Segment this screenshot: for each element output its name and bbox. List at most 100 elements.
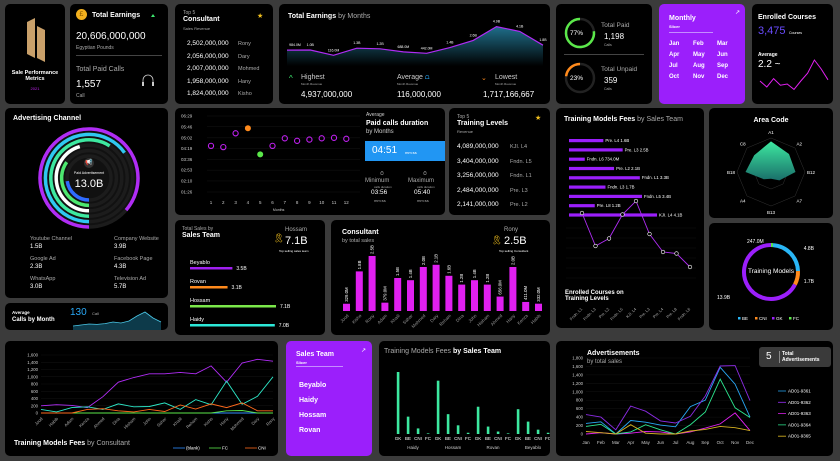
y-tick-label: 0 [581, 432, 584, 437]
bar-category-label: Hossam [190, 298, 211, 304]
unpaid-unit: Calls [604, 87, 612, 91]
month-option-jul[interactable]: Jul [669, 63, 678, 69]
earnings-data-label: 984.0M [289, 43, 301, 47]
list-name: Kisho [238, 91, 252, 97]
month-option-may[interactable]: May [693, 52, 705, 58]
data-point [281, 135, 288, 142]
expand-icon[interactable]: ↗ [361, 348, 367, 354]
fee-bar [426, 433, 430, 434]
team-option-hossam[interactable]: Hossam [299, 412, 327, 419]
month-option-aug[interactable]: Aug [693, 63, 705, 69]
fee-bar [546, 432, 550, 434]
channel-value: 1.5B [30, 244, 43, 250]
x-tick-label: FC [545, 436, 550, 441]
month-option-apr[interactable]: Apr [669, 52, 680, 58]
x-tick-label: CNI [414, 436, 422, 441]
x-tick-label: BE [445, 436, 451, 441]
legend-label: GK [776, 316, 783, 321]
bar-data-label: 1.2B [485, 274, 490, 283]
month-option-sep[interactable]: Sep [717, 63, 729, 69]
x-tick-label: Kisho [203, 416, 215, 428]
month-option-dec[interactable]: Dec [717, 74, 729, 80]
x-tick-label: Feb [597, 440, 605, 445]
x-tick-label: 10 [319, 200, 325, 205]
y-tick-label: 1,200 [27, 367, 38, 372]
x-tick-label: FC [465, 436, 472, 441]
x-tick-label: Sahar [156, 416, 168, 428]
x-tick-label: 4 [247, 200, 250, 205]
consultant-bar [483, 284, 491, 311]
month-option-jan[interactable]: Jan [669, 41, 680, 47]
month-option-jun[interactable]: Jun [717, 52, 728, 58]
min-unit: mm:ss [374, 198, 386, 203]
sales-team-card: Total Sales by Sales Team 🎗 Hossam 7.1B … [175, 220, 325, 335]
card-label: Total Sales by [182, 226, 214, 232]
month-option-feb[interactable]: Feb [693, 41, 704, 47]
y-tick-label: 1,600 [27, 353, 38, 358]
x-tick-label: BE [525, 436, 531, 441]
fees-by-consultant-card: 0 200 400 600 800 1,000 1,200 1,400 1,600 Jood Hab… [5, 341, 278, 456]
list-value: 1,958,000,000 [187, 77, 229, 85]
legend-label: AD01-9364 [788, 422, 811, 427]
bar-data-label: 1.8B [357, 260, 362, 269]
average-duration: 04:51 [372, 145, 398, 156]
radar-axis-label: A2 [797, 142, 803, 147]
enrolled-levels-title: Enrolled Courses on Training Levels [565, 290, 624, 302]
unpaid-title: Total Unpaid [601, 66, 638, 73]
bar-data-label: 379.0M [382, 286, 387, 301]
max-label: Maximum [408, 178, 435, 184]
top-consultant-sub: Top selling Consultant [499, 249, 529, 253]
team-option-beyablo[interactable]: Beyablo [299, 382, 327, 389]
card-title: Advertising Channel [13, 115, 82, 122]
advertisements-card: 0 200 400 600 800 1,000 1,200 1,400 1,600 1,800 Ja… [556, 341, 833, 456]
team-option-haidy[interactable]: Haidy [299, 397, 319, 404]
star-icon: ★ [535, 115, 542, 122]
bar-data-label: 656.0M [498, 280, 503, 295]
bar-category-label: Beyablo [190, 260, 210, 266]
paid-value: 1,198 [604, 32, 625, 41]
earnings-data-label: 116.0M [328, 48, 339, 52]
y-tick-label: 1,600 [572, 364, 583, 369]
earnings-data-label: 4.9B [493, 20, 501, 24]
x-tick-label: Kisho [351, 313, 363, 325]
y-tick-label: 03:36 [181, 157, 193, 162]
month-option-nov[interactable]: Nov [693, 74, 705, 80]
slicer-title: Monthly [669, 15, 696, 22]
x-tick-label: Jan [582, 440, 590, 445]
enrolled-unit: Courses [789, 31, 803, 35]
top-consultant-card: Top 5 Consultant Sales Revenue ★ 2,502,0… [175, 4, 273, 104]
x-tick-label: Oct [717, 440, 725, 445]
team-option-rovan[interactable]: Rovan [299, 427, 321, 434]
data-point [343, 135, 350, 142]
divider [669, 32, 713, 33]
average-label: Average [397, 74, 423, 81]
x-tick-label: Dary [250, 416, 261, 427]
series-line-ad01-9362 [585, 365, 751, 431]
y-tick-label: 600 [31, 389, 39, 394]
y-tick-label: 600 [576, 406, 584, 411]
x-tick-label: Kenza [78, 416, 91, 429]
series-line-fc [41, 410, 273, 414]
consultant-bar [522, 301, 530, 311]
earnings-area-chart: 984.0M 1.0B 116.0M 1.3B 1.2B 688.0M 442.0M 1.4B… [286, 20, 547, 67]
average-value: 116,000,000 [397, 90, 441, 99]
card-subtitle: Revenue [457, 129, 474, 134]
x-tick-label: Fndn. L1 [569, 306, 584, 321]
data-point [687, 264, 693, 270]
min-value: 03:56 [371, 189, 388, 196]
earnings-data-label: 688.0M [398, 45, 410, 49]
card-subtitle: by Consultant [87, 440, 130, 447]
x-tick-label: Dary [429, 313, 440, 324]
list-name: Fndn. L5 [510, 158, 532, 165]
month-option-oct[interactable]: Oct [669, 74, 680, 80]
paid-unpaid-card: 77% Total Paid 1,198 Calls 23% Total Unp… [556, 4, 652, 104]
legend-label: AD01-9362 [788, 400, 811, 405]
y-tick-label: 800 [576, 398, 584, 403]
expand-icon[interactable]: ↗ [735, 10, 741, 16]
slicer-subtitle: Slicer [296, 360, 307, 365]
unpaid-value: 359 [604, 76, 618, 85]
month-option-mar[interactable]: Mar [717, 41, 728, 47]
top-label: Top 5 [183, 10, 196, 16]
bell-curve-icon: ⩍ [425, 74, 430, 81]
earnings-data-label: 1.3B [353, 41, 361, 45]
